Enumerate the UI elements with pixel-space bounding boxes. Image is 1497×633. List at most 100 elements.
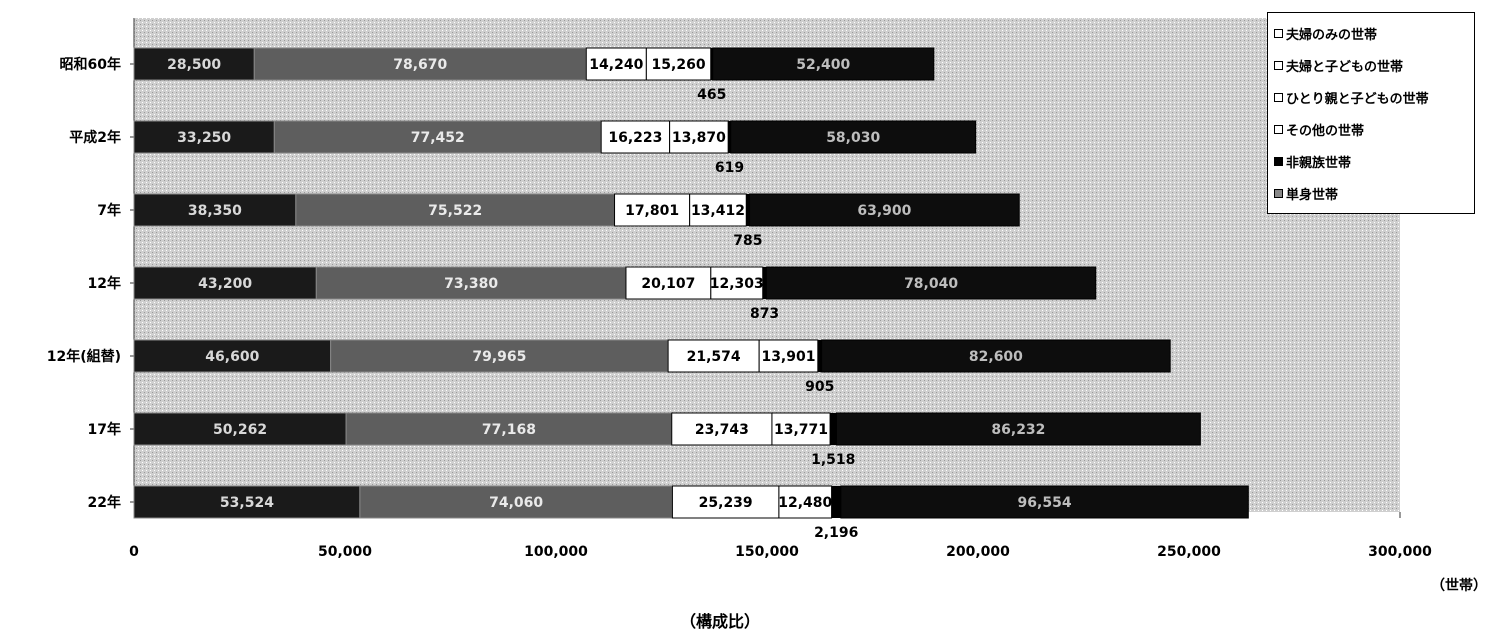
legend-label: 夫婦のみの世帯 [1286,27,1378,43]
legend-item: ひとり親と子どもの世帯 [1274,81,1468,113]
bar-segment [762,267,767,299]
bar-segment [728,121,731,153]
bar-segment [746,194,750,226]
legend-item: 夫婦のみの世帯 [1274,17,1468,49]
data-label: 96,554 [1018,495,1072,511]
data-label: 58,030 [826,130,880,146]
bar-segment [133,266,317,300]
bar-segment [585,47,647,81]
legend-swatch [1274,92,1283,102]
bar-segment [817,340,822,372]
bar-segment [771,412,831,446]
legend-label: ひとり親と子どもの世帯 [1286,91,1429,107]
bar-segment [133,120,275,154]
bar-segment [133,47,255,81]
legend-item: その他の世帯 [1274,113,1468,145]
legend-swatch [1274,28,1283,38]
legend-label: その他の世帯 [1286,123,1365,139]
bar-segment [840,485,1249,519]
data-label: 25,239 [699,495,753,511]
data-label: 785 [733,233,762,249]
data-label: 23,743 [695,422,749,438]
data-label: 21,574 [687,349,741,365]
chart-subtitle: （構成比） [680,612,761,631]
bar-segment [671,412,773,446]
x-tick-label: 100,000 [524,544,588,560]
data-label: 75,522 [428,203,482,219]
legend-item: 夫婦と子どもの世帯 [1274,49,1468,81]
bar-segment [671,485,780,519]
data-label: 74,060 [489,495,543,511]
data-label: 465 [697,87,726,103]
category-label: 22年 [88,494,121,511]
data-label: 52,400 [796,57,850,73]
x-tick-label: 0 [129,544,139,560]
bar-segment [345,412,673,446]
bar-segment [133,485,361,519]
data-label: 873 [750,306,779,322]
data-label: 14,240 [589,57,643,73]
bar-segment [315,266,627,300]
data-label: 2,196 [814,525,858,541]
bar-segment [133,339,332,373]
data-label: 13,901 [761,349,815,365]
category-label: 7年 [97,202,121,219]
bar-segment [835,412,1201,446]
category-label: 17年 [88,421,121,438]
data-label: 73,380 [444,276,498,292]
data-label: 12,480 [778,495,832,511]
bar-segment [778,485,833,519]
data-label: 1,518 [811,452,855,468]
data-label: 16,223 [608,130,662,146]
bar-segment [710,266,764,300]
data-label: 77,168 [482,422,536,438]
bar-segment [669,120,729,154]
data-label: 619 [715,160,744,176]
x-tick-label: 50,000 [318,544,372,560]
data-label: 28,500 [167,57,221,73]
legend-item: 単身世帯 [1274,177,1468,209]
category-label: 平成2年 [69,129,121,146]
bars: 28,500 78,670 14,240 15,260 465 52,400 33,250 7… [133,47,1249,541]
bar-segment [758,339,819,373]
x-tick-label: 300,000 [1368,544,1432,560]
legend-swatch [1274,156,1283,166]
data-label: 13,771 [774,422,828,438]
category-label: 12年 [88,275,121,292]
bar-segment [765,266,1097,300]
unit-label: （世帯） [1431,578,1487,594]
bar-segment [667,339,760,373]
category-label: 12年(組替) [47,348,121,365]
data-label: 77,452 [411,130,465,146]
bar-segment [625,266,712,300]
bar-segment [830,413,837,445]
bar-segment [710,48,713,80]
x-tick-label: 200,000 [946,544,1010,560]
data-label: 78,670 [393,57,447,73]
data-label: 20,107 [641,276,695,292]
legend-label: 非親族世帯 [1286,155,1352,171]
data-label: 43,200 [198,276,252,292]
data-label: 53,524 [220,495,274,511]
data-label: 38,350 [188,203,242,219]
data-label: 13,870 [672,130,726,146]
data-label: 13,412 [691,203,745,219]
x-tick-label: 250,000 [1157,544,1221,560]
data-label: 82,600 [969,349,1023,365]
bar-segment [831,486,841,518]
legend-item: 非親族世帯 [1274,145,1468,177]
bar-segment [730,120,977,154]
legend-swatch [1274,60,1283,70]
data-label: 905 [805,379,834,395]
data-label: 50,262 [213,422,267,438]
data-label: 33,250 [177,130,231,146]
bar-segment [821,339,1171,373]
bar-segment [273,120,602,154]
data-label: 46,600 [205,349,259,365]
bar-segment [749,193,1020,227]
category-label: 昭和60年 [60,56,121,73]
x-axis: 0 50,000 100,000 150,000 200,000 250,000 300,0… [129,18,1432,560]
data-label: 86,232 [991,422,1045,438]
